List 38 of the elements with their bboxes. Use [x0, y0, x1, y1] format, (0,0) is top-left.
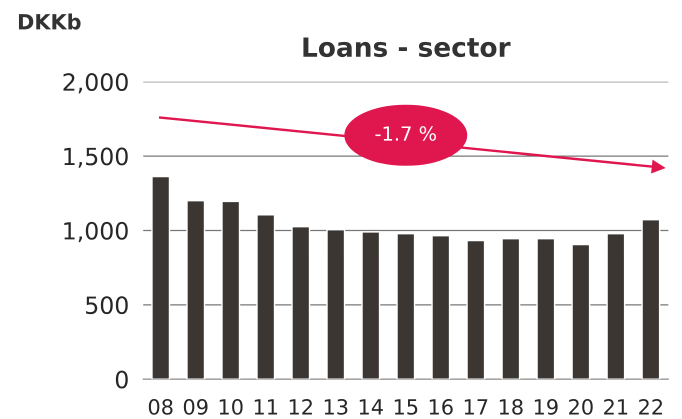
x-tick-label: 08 — [148, 399, 173, 415]
y-tick-label: 1,000 — [64, 222, 128, 242]
y-axis-title: DKKb — [18, 14, 81, 30]
y-tick-label: 500 — [86, 296, 128, 314]
x-tick-label: 14 — [360, 399, 383, 414]
bar — [536, 238, 556, 380]
x-tick-label: 15 — [394, 399, 418, 415]
x-tick-label: 22 — [639, 399, 662, 414]
y-tick-label: 2,000 — [63, 73, 128, 94]
x-tick-label: 12 — [290, 399, 312, 414]
bar — [606, 233, 626, 380]
bar — [501, 238, 520, 380]
x-tick-label: 21 — [604, 399, 628, 414]
bar — [396, 233, 416, 380]
x-tick-label: 13 — [324, 399, 348, 415]
bar — [641, 219, 660, 380]
y-tick-label: 1,500 — [64, 148, 128, 168]
x-tick-label: 17 — [464, 399, 488, 414]
bar — [361, 231, 380, 380]
x-tick-label: 18 — [500, 399, 523, 415]
y-tick-label: 0 — [116, 370, 128, 388]
x-tick-label: 19 — [534, 399, 558, 415]
x-tick-label: 10 — [220, 399, 243, 415]
x-tick-label: 11 — [254, 399, 278, 414]
annotation: -1.7 % — [375, 126, 436, 141]
bar — [466, 240, 486, 380]
x-tick-label: 09 — [184, 399, 208, 415]
bar — [431, 234, 450, 380]
bar — [291, 226, 310, 380]
x-tick-label: 20 — [569, 399, 593, 415]
bar — [151, 176, 170, 380]
bar — [186, 200, 206, 380]
bar — [221, 200, 240, 380]
bar — [571, 244, 590, 380]
bar — [256, 214, 276, 380]
bar — [326, 229, 346, 380]
x-tick-label: 16 — [430, 399, 453, 415]
chart-title: Loans - sector — [303, 37, 511, 58]
